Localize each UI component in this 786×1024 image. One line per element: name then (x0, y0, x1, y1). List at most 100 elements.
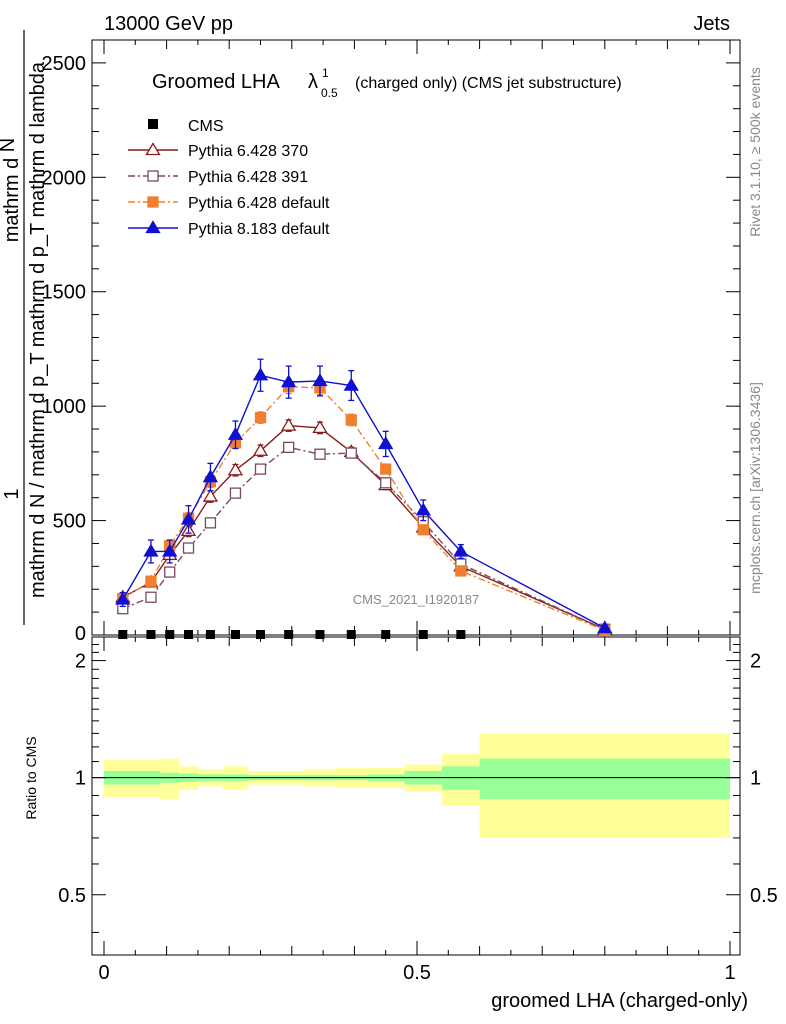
series-marker (380, 463, 392, 475)
legend-label-cms: CMS (188, 118, 224, 135)
main-y-tick-label: 2000 (42, 167, 87, 189)
legend-label: Pythia 6.428 391 (188, 169, 308, 186)
ylabel-numerator-2: mathrm d (1, 158, 23, 242)
series-marker (312, 420, 328, 434)
title-symbol: λ (308, 71, 318, 93)
title-subscript: 0.5 (321, 86, 338, 100)
series-marker (281, 374, 297, 388)
legend-marker (145, 220, 161, 234)
ylabel-numerator-1: 1 (1, 488, 23, 499)
cms-data-point (230, 630, 240, 639)
ratio-y-tick-label: 1 (75, 768, 86, 790)
series-3 (115, 358, 613, 634)
series-marker (145, 575, 157, 587)
series-marker (254, 463, 267, 475)
side-text-mcplots: mcplots.cern.ch [arXiv:1306.3436] (747, 382, 763, 594)
ratio-band-inner (479, 758, 730, 800)
series-marker (145, 591, 157, 603)
series-marker (453, 543, 469, 557)
cms-data-point (118, 630, 128, 639)
series-marker (343, 377, 359, 391)
legend-label: Pythia 6.428 370 (188, 143, 308, 160)
series-marker (202, 488, 219, 502)
title-superscript: 1 (322, 66, 329, 80)
series-marker (415, 502, 431, 516)
series-marker (455, 565, 467, 577)
cms-data-point (184, 630, 194, 639)
series-marker (417, 524, 429, 536)
ylabel-numerator-3: N (0, 138, 19, 152)
series-marker (378, 436, 394, 450)
ratio-frame (91, 636, 741, 956)
title-main: Groomed LHA (152, 71, 280, 93)
cms-data-point (381, 630, 391, 639)
cms-data (118, 630, 466, 639)
legend-marker (145, 142, 161, 156)
x-tick-label: 0.5 (403, 962, 431, 984)
header-right: Jets (693, 13, 730, 35)
series-marker (281, 417, 297, 431)
series-marker (597, 620, 613, 634)
cms-data-point (146, 630, 156, 639)
cms-data-point (205, 630, 215, 639)
x-axis-label: groomed LHA (charged-only) (491, 990, 748, 1012)
legend-label: Pythia 8.183 default (188, 221, 330, 238)
ylabel-denominator: mathrm d N / mathrm d p_T mathrm d p_T m… (27, 61, 49, 598)
series-marker (202, 469, 219, 483)
series-marker (345, 414, 357, 426)
legend-marker-cms (148, 119, 158, 129)
ratio-y-tick-label-right: 0.5 (750, 885, 778, 907)
series-marker (204, 517, 217, 529)
series-marker (314, 448, 326, 460)
series-marker (252, 367, 269, 381)
legend-marker (147, 196, 159, 208)
y-axis-label: 1 mathrm d N mathrm d N / mathrm d p_T m… (0, 30, 49, 625)
title-suffix: (charged only) (CMS jet substructure) (355, 75, 622, 92)
cms-data-point (256, 630, 265, 639)
series-marker (162, 543, 178, 557)
series-marker (312, 373, 328, 387)
main-y-tick-label: 2500 (42, 53, 87, 75)
cms-data-point (284, 630, 294, 639)
series-marker (345, 447, 357, 459)
series-marker (182, 542, 195, 554)
series-marker (115, 591, 131, 605)
ratio-y-tick-label-right: 1 (750, 768, 761, 790)
cms-data-point (315, 630, 325, 639)
cms-data-point (418, 630, 428, 639)
cms-data-point (165, 630, 175, 639)
legend: CMS Pythia 6.428 370 Pythia 6.428 391 Pythi… (128, 118, 330, 238)
main-panel: 500 1000 1500 2000 2500 0 (42, 39, 741, 645)
series-marker (143, 543, 159, 557)
cms-data-point (456, 630, 466, 639)
ratio-panel: 0.5 0.5 1 1 2 2 0 0.5 1 (58, 636, 778, 984)
side-text-rivet: Rivet 3.1.10, ≥ 500k events (747, 67, 763, 237)
cms-data-point (346, 630, 356, 639)
series-marker (254, 411, 267, 424)
analysis-watermark: CMS_2021_I1920187 (353, 592, 480, 607)
main-y-tick-label: 1500 (42, 282, 87, 304)
main-y-tick-label: 1000 (42, 396, 87, 418)
series-marker (227, 426, 244, 440)
series-marker (180, 511, 197, 525)
ratio-y-tick-label: 0.5 (58, 885, 86, 907)
plot-title: Groomed LHA λ 1 0.5 (charged only) (CMS … (152, 66, 622, 100)
ratio-axis-label: Ratio to CMS (23, 736, 39, 819)
series-marker (229, 487, 242, 499)
series-line (122, 374, 606, 629)
legend-label: Pythia 6.428 default (188, 195, 330, 212)
series-marker (283, 441, 295, 453)
series-marker (380, 477, 392, 489)
series-1 (117, 441, 611, 635)
series-marker (164, 566, 176, 578)
ratio-y-tick-label-right: 2 (750, 651, 761, 673)
legend-marker (147, 170, 159, 182)
ratio-y-tick-label: 2 (75, 651, 86, 673)
series-marker (227, 462, 244, 476)
x-tick-label: 0 (98, 962, 109, 984)
x-tick-label: 1 (724, 962, 735, 984)
header-left: 13000 GeV pp (104, 13, 233, 35)
series-marker (252, 443, 269, 456)
main-y-tick-label: 500 (53, 511, 86, 533)
